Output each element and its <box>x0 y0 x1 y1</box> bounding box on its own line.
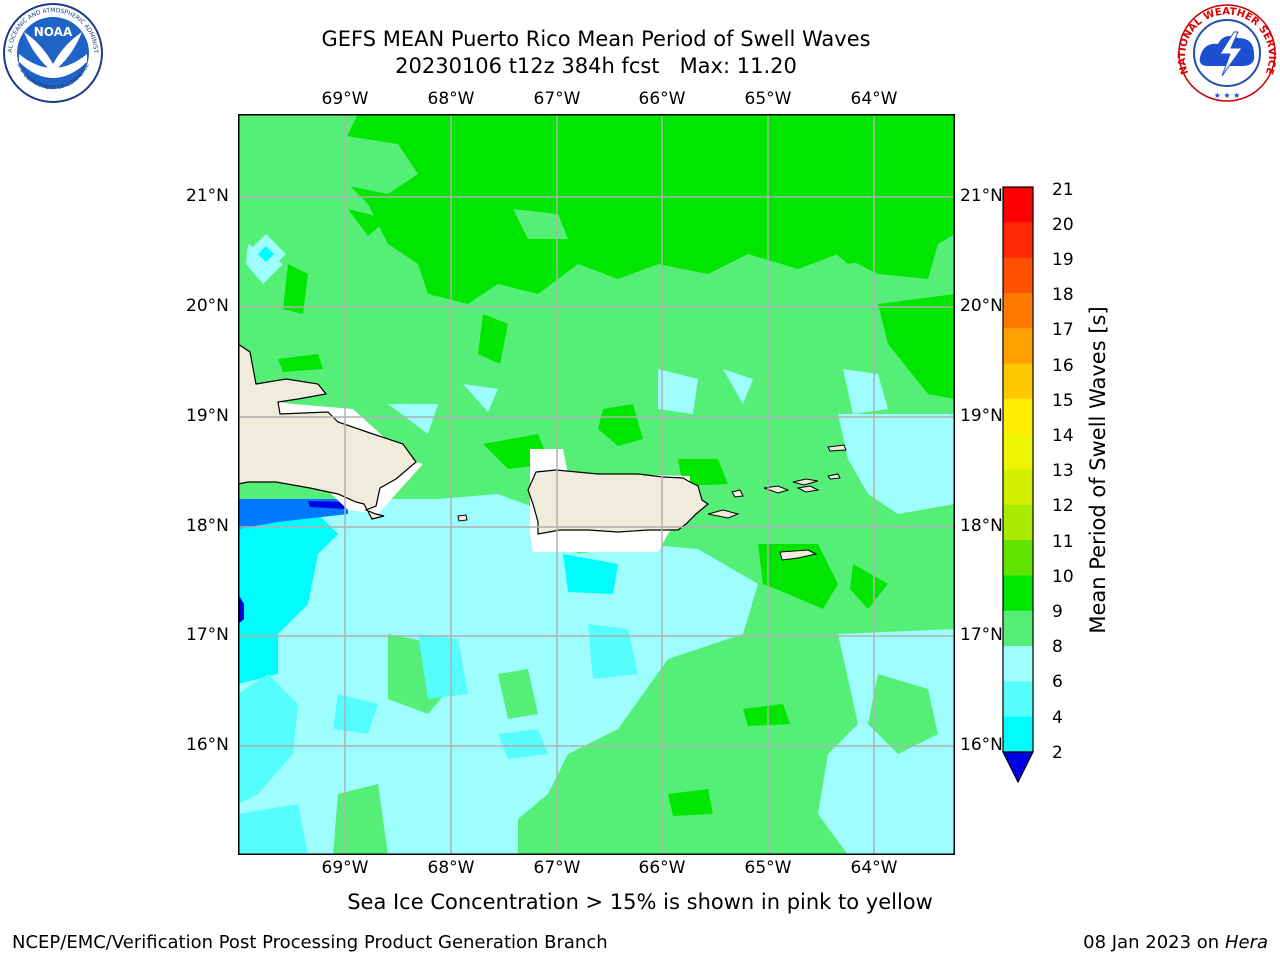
colorbar-tick-label: 11 <box>1052 532 1074 552</box>
lat-label: 21°N <box>186 186 229 206</box>
colorbar-band <box>1003 257 1033 294</box>
nws-logo: NATIONAL WEATHER SERVICE ★ ★ ★ <box>1177 4 1277 102</box>
colorbar-tick-label: 10 <box>1052 567 1074 587</box>
colorbar-bands <box>1003 187 1033 753</box>
lon-label: 64°W <box>850 89 898 109</box>
colorbar <box>1002 186 1034 784</box>
colorbar-band <box>1003 398 1033 435</box>
colorbar-tick-label: 14 <box>1052 426 1074 446</box>
colorbar-tick-label: 19 <box>1052 250 1074 270</box>
lat-label: 19°N <box>186 406 229 426</box>
colorbar-tick-label: 9 <box>1052 602 1063 622</box>
band-6-8-west <box>238 514 338 684</box>
band-8-9-east <box>838 414 955 514</box>
land-hispaniola <box>238 343 423 520</box>
band-8-9-south <box>238 494 758 855</box>
chart-subtitle-forecast: 20230106 t12z 384h fcst Max: 11.20 <box>395 54 797 78</box>
lat-label: 21°N <box>960 186 1003 206</box>
chart-title: GEFS MEAN Puerto Rico Mean Period of Swe… <box>321 27 871 51</box>
colorbar-band <box>1003 222 1033 259</box>
lon-label: 67°W <box>533 858 581 878</box>
land-virgin-islands <box>707 444 847 561</box>
lon-label: 64°W <box>850 858 898 878</box>
band-10-11-north <box>338 114 955 304</box>
lat-label: 16°N <box>960 735 1003 755</box>
colorbar-band <box>1003 575 1033 612</box>
colorbar-band <box>1003 540 1033 576</box>
colorbar-tick-label: 6 <box>1052 672 1063 692</box>
colorbar-extend-triangle <box>1002 751 1034 784</box>
noaa-logo: NOAA NATIONAL OCEANIC AND ATMOSPHERIC AD… <box>2 2 103 103</box>
footer-branch: NCEP/EMC/Verification Post Processing Pr… <box>12 932 608 953</box>
colorbar-band <box>1003 469 1033 506</box>
map-gridlines <box>238 114 955 855</box>
footer-date-text: 08 Jan 2023 on <box>1083 932 1225 953</box>
lon-label: 68°W <box>427 858 475 878</box>
colorbar-band <box>1003 434 1033 470</box>
colorbar-frame <box>1002 186 1034 753</box>
footer-date: 08 Jan 2023 on Hera <box>1083 932 1268 953</box>
colorbar-tick-label: 21 <box>1052 180 1074 200</box>
band-10-11-east <box>878 294 955 399</box>
colorbar-band <box>1003 187 1033 223</box>
swell-period-map <box>238 114 955 855</box>
lat-label: 20°N <box>960 296 1003 316</box>
lon-label: 66°W <box>638 89 686 109</box>
colorbar-tick-label: 4 <box>1052 708 1063 728</box>
colorbar-band <box>1003 504 1033 541</box>
lat-label: 16°N <box>186 735 229 755</box>
colorbar-band <box>1003 681 1033 718</box>
lat-label: 18°N <box>960 516 1003 536</box>
colorbar-tick-label: 20 <box>1052 215 1074 235</box>
footer-host: Hera <box>1224 932 1268 953</box>
colorbar-band <box>1003 646 1033 682</box>
colorbar-band <box>1003 328 1033 365</box>
svg-text:★ ★ ★: ★ ★ ★ <box>1214 91 1241 100</box>
colorbar-tick-label: 17 <box>1052 320 1074 340</box>
colorbar-tick-label: 12 <box>1052 496 1074 516</box>
colorbar-tick-label: 18 <box>1052 285 1074 305</box>
colorbar-band <box>1003 292 1033 329</box>
lon-label: 68°W <box>427 89 475 109</box>
lat-label: 20°N <box>186 296 229 316</box>
lat-label: 17°N <box>960 625 1003 645</box>
lon-label: 65°W <box>744 858 792 878</box>
colorbar-tick-label: 13 <box>1052 461 1074 481</box>
lon-label: 69°W <box>321 89 369 109</box>
colorbar-band <box>1003 610 1033 647</box>
colorbar-band <box>1003 363 1033 400</box>
lon-label: 66°W <box>638 858 686 878</box>
band-10-11-stcroix <box>758 544 838 609</box>
colorbar-tick-label: 8 <box>1052 637 1063 657</box>
noaa-logo-text: NOAA <box>34 25 73 39</box>
lat-label: 19°N <box>960 406 1003 426</box>
lat-label: 17°N <box>186 625 229 645</box>
colorbar-band <box>1003 716 1033 753</box>
lon-label: 67°W <box>533 89 581 109</box>
lon-label: 65°W <box>744 89 792 109</box>
colorbar-tick-label: 15 <box>1052 391 1074 411</box>
lat-label: 18°N <box>186 516 229 536</box>
colorbar-tick-label: 16 <box>1052 356 1074 376</box>
map-frame <box>238 114 955 855</box>
colorbar-tick-label: 2 <box>1052 743 1063 763</box>
band-below-2 <box>308 501 346 509</box>
lon-label: 69°W <box>321 858 369 878</box>
sea-ice-note: Sea Ice Concentration > 15% is shown in … <box>347 890 933 914</box>
colorbar-title: Mean Period of Swell Waves [s] <box>1086 306 1110 634</box>
